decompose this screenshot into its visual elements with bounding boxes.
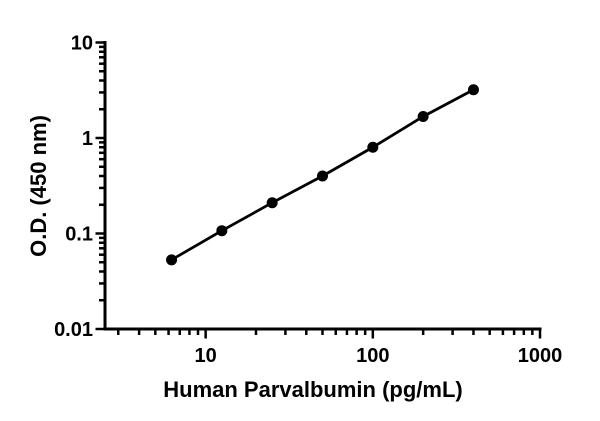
x-axis-tick-label: 1000: [518, 345, 563, 367]
y-axis-title: O.D. (450 nm): [26, 115, 51, 257]
y-axis-tick-label: 10: [71, 33, 93, 55]
y-axis-tick-label: 0.01: [54, 319, 93, 341]
y-axis-tick-label: 1: [82, 128, 93, 150]
data-point: [266, 197, 278, 209]
data-point: [417, 110, 429, 122]
x-axis-tick-label: 100: [356, 345, 389, 367]
data-point: [166, 254, 178, 266]
data-point: [317, 170, 328, 182]
data-point: [216, 225, 228, 237]
y-axis-tick-label: 0.1: [65, 224, 93, 246]
data-point: [467, 84, 479, 96]
x-axis-tick-label: 10: [195, 345, 217, 367]
data-point: [367, 141, 379, 153]
x-axis-title: Human Parvalbumin (pg/mL): [163, 377, 462, 402]
